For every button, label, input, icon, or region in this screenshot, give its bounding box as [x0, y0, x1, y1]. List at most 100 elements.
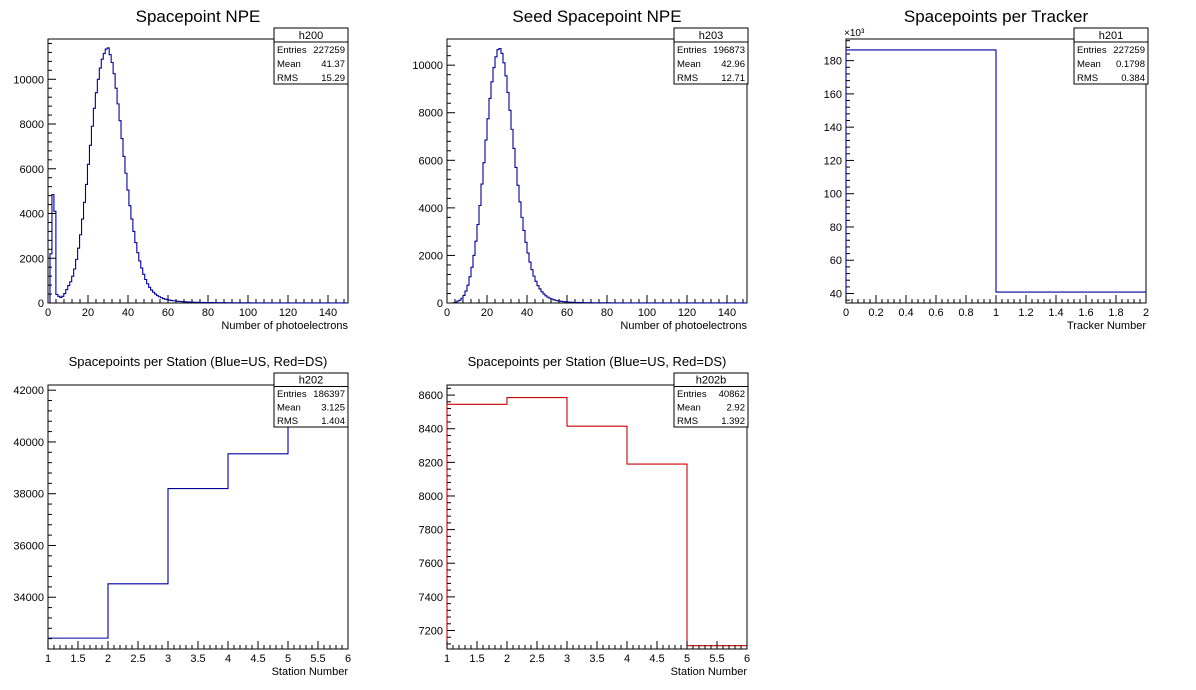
x-tick-label: 4	[624, 653, 630, 665]
x-tick-label: 3	[165, 653, 171, 665]
chart-title: Seed Spacepoint NPE	[512, 7, 681, 26]
x-tick-label: 1	[993, 307, 999, 319]
x-tick-label: 0	[843, 307, 849, 319]
stats-box: h203 Entries 196873 Mean 42.96 RMS 12.71	[673, 27, 749, 85]
chart-title: Spacepoints per Station (Blue=US, Red=DS…	[468, 354, 727, 369]
x-axis-label: Tracker Number	[1067, 320, 1146, 332]
x-tick-label: 60	[561, 307, 573, 319]
x-tick-label: 4.5	[649, 653, 664, 665]
x-tick-label: 120	[678, 307, 696, 319]
stats-row-value: 0.384	[1121, 73, 1145, 84]
stats-row-value: 227259	[313, 45, 345, 56]
histogram-pad-4: Spacepoints per Station (Blue=US, Red=DS…	[13, 354, 351, 678]
y-tick-label: 7600	[419, 558, 443, 570]
x-tick-label: 1.4	[1048, 307, 1063, 319]
plot-frame	[446, 384, 748, 650]
y-tick-label: 100	[824, 189, 842, 201]
y-tick-label: 10000	[13, 74, 44, 86]
stats-row-label: Entries	[677, 389, 707, 400]
x-tick-label: 5.5	[310, 653, 325, 665]
stats-box: h202 Entries 186397 Mean 3.125 RMS 1.404	[273, 372, 349, 428]
y-tick-label: 38000	[13, 489, 44, 501]
stats-row-label: Mean	[277, 403, 301, 414]
x-tick-label: 1	[45, 653, 51, 665]
stats-row-label: Entries	[677, 45, 707, 56]
x-axis-label: Station Number	[272, 666, 349, 678]
x-tick-label: 0	[45, 307, 51, 319]
x-tick-label: 6	[744, 653, 750, 665]
chart-title: Spacepoints per Tracker	[904, 7, 1089, 26]
x-tick-label: 20	[481, 307, 493, 319]
x-tick-label: 3	[564, 653, 570, 665]
stats-row-label: Mean	[277, 59, 301, 70]
histogram-pad-3: Spacepoints per Tracker 0 0.2 0.4 0.6 0.8 1 1.2…	[824, 7, 1149, 332]
y-tick-label: 2000	[419, 250, 443, 262]
x-tick-label: 1.2	[1018, 307, 1033, 319]
y-tick-label: 8200	[419, 457, 443, 469]
y-tick-label: 6000	[20, 164, 44, 176]
x-tick-label: 0	[444, 307, 450, 319]
stats-row-label: Mean	[677, 403, 701, 414]
stats-box: h201 Entries 227259 Mean 0.1798 RMS 0.384	[1073, 27, 1149, 85]
histogram-line	[447, 47, 747, 304]
y-tick-label: 8000	[419, 491, 443, 503]
y-tick-label: 6000	[419, 155, 443, 167]
stats-row-label: Mean	[1077, 59, 1101, 70]
y-tick-label: 8000	[419, 108, 443, 120]
stats-row-label: RMS	[277, 416, 298, 427]
x-tick-label: 120	[279, 307, 297, 319]
x-tick-label: 3.5	[190, 653, 205, 665]
y-tick-label: 60	[830, 255, 842, 267]
y-tick-label: 8600	[419, 390, 443, 402]
stats-box-name: h203	[699, 30, 723, 42]
x-tick-label: 80	[202, 307, 214, 319]
y-tick-label: 40000	[13, 437, 44, 449]
stats-row-value: 2.92	[727, 403, 746, 414]
y-tick-label: 160	[824, 89, 842, 101]
x-tick-label: 2.5	[529, 653, 544, 665]
x-tick-label: 140	[319, 307, 337, 319]
x-tick-label: 3.5	[589, 653, 604, 665]
stats-box-frame	[273, 27, 349, 85]
x-tick-label: 1.6	[1078, 307, 1093, 319]
histogram-line	[48, 47, 348, 304]
histogram-pad-1: Spacepoint NPE 0 20 40 60 80 100 120 140 0 2000 400…	[13, 7, 349, 332]
x-tick-label: 4.5	[250, 653, 265, 665]
x-tick-label: 100	[239, 307, 257, 319]
stats-row-value: 1.404	[321, 416, 345, 427]
y-tick-label: 120	[824, 155, 842, 167]
x-tick-label: 80	[601, 307, 613, 319]
x-axis-label: Number of photoelectrons	[620, 320, 747, 332]
x-tick-label: 1.5	[469, 653, 484, 665]
x-tick-label: 1.5	[70, 653, 85, 665]
x-tick-label: 40	[521, 307, 533, 319]
stats-row-value: 40862	[719, 389, 745, 400]
x-tick-label: 2	[1143, 307, 1149, 319]
y-tick-label: 7800	[419, 525, 443, 537]
stats-row-label: RMS	[277, 73, 298, 84]
y-tick-label: 80	[830, 222, 842, 234]
histogram-line	[446, 397, 747, 649]
stats-box: h202b Entries 40862 Mean 2.92 RMS 1.392	[673, 372, 749, 428]
x-tick-label: 5.5	[709, 653, 724, 665]
x-tick-label: 0.6	[928, 307, 943, 319]
x-tick-label: 40	[122, 307, 134, 319]
stats-row-value: 227259	[1113, 45, 1145, 56]
x-tick-label: 60	[162, 307, 174, 319]
stats-row-label: RMS	[677, 73, 698, 84]
stats-box-frame	[673, 372, 749, 428]
plot-frame	[47, 384, 349, 650]
stats-row-label: Mean	[677, 59, 701, 70]
stats-box-name: h202b	[696, 375, 727, 387]
stats-box-frame	[273, 372, 349, 428]
x-tick-label: 2	[504, 653, 510, 665]
y-tick-label: 8000	[20, 119, 44, 131]
stats-row-label: RMS	[1077, 73, 1098, 84]
x-tick-label: 1	[444, 653, 450, 665]
stats-box-frame	[1073, 27, 1149, 85]
stats-box-name: h201	[1099, 30, 1123, 42]
histogram-pad-2: Seed Spacepoint NPE 0 20 40 60 80 100 120 140 0 20…	[412, 7, 749, 332]
x-tick-label: 4	[225, 653, 231, 665]
chart-title: Spacepoints per Station (Blue=US, Red=DS…	[69, 354, 328, 369]
